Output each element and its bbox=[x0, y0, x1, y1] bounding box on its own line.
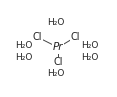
Text: H₂O: H₂O bbox=[81, 41, 99, 50]
Text: Cl: Cl bbox=[53, 57, 63, 67]
Text: H₂O: H₂O bbox=[47, 18, 64, 27]
Text: Cl: Cl bbox=[33, 32, 42, 42]
Text: H₂O: H₂O bbox=[15, 53, 32, 62]
Text: H₂O: H₂O bbox=[15, 41, 32, 50]
Text: Pr: Pr bbox=[53, 42, 63, 52]
Text: Cl: Cl bbox=[71, 32, 80, 42]
Text: H₂O: H₂O bbox=[81, 53, 99, 62]
Text: H₂O: H₂O bbox=[47, 69, 64, 78]
